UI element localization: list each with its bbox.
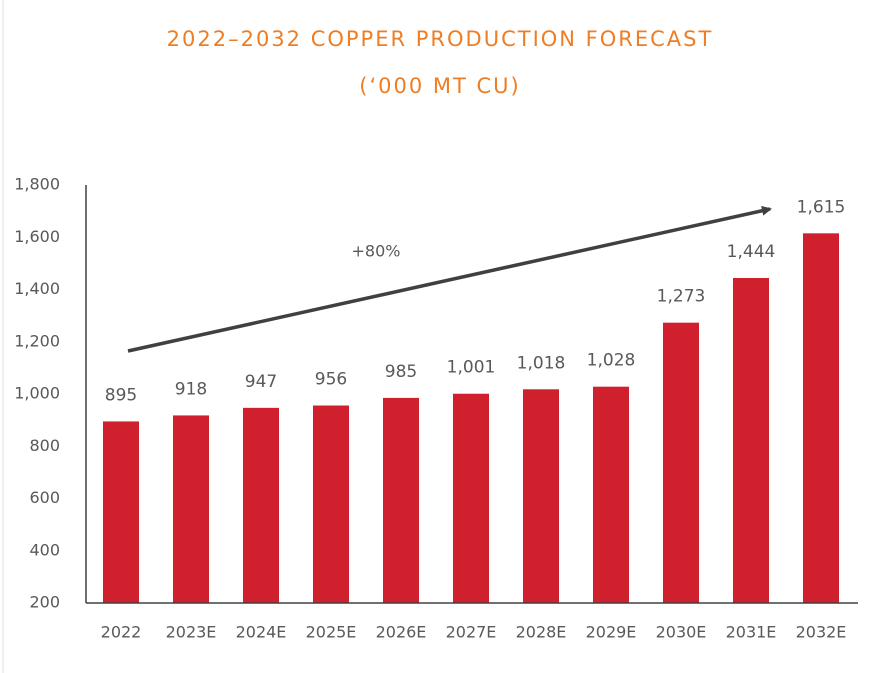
chart-title: 2022–2032 COPPER PRODUCTION FORECAST (167, 27, 714, 51)
x-tick-label: 2027E (446, 623, 497, 642)
y-tick-label: 1,200 (14, 331, 60, 350)
x-tick-label: 2024E (236, 623, 287, 642)
value-label: 1,018 (517, 353, 566, 373)
value-label: 895 (105, 385, 137, 405)
x-tick-label: 2030E (656, 623, 707, 642)
x-tick-label: 2025E (306, 623, 357, 642)
x-tick-label: 2026E (376, 623, 427, 642)
y-tick-label: 1,000 (14, 384, 60, 403)
y-tick-label: 1,400 (14, 279, 60, 298)
x-tick-label: 2028E (516, 623, 567, 642)
y-tick-label: 1,600 (14, 227, 60, 246)
bar (453, 393, 489, 603)
bar (313, 405, 349, 603)
x-tick-label: 2031E (726, 623, 777, 642)
value-label: 956 (315, 369, 347, 389)
value-label: 1,273 (657, 287, 706, 307)
x-tick-label: 2023E (166, 623, 217, 642)
y-tick-label: 800 (29, 436, 60, 455)
y-tick-label: 1,800 (14, 175, 60, 194)
bar (173, 415, 209, 603)
x-tick-label: 2022 (101, 623, 142, 642)
chart-subtitle: (‘000 MT CU) (359, 74, 520, 98)
value-label: 918 (175, 379, 207, 399)
value-label: 947 (245, 372, 277, 392)
bar (803, 233, 839, 604)
value-label: 1,615 (797, 197, 846, 217)
bar (103, 421, 139, 603)
bar (523, 389, 559, 603)
trend-arrow (127, 205, 772, 353)
bar (243, 407, 279, 603)
x-tick-label: 2029E (586, 623, 637, 642)
bar (663, 322, 699, 603)
value-label: 1,028 (587, 351, 636, 371)
x-tick-label: 2032E (796, 623, 847, 642)
value-label: 1,001 (447, 358, 496, 378)
annotation: +80% (352, 242, 401, 261)
y-tick-label: 200 (29, 593, 60, 612)
y-tick-label: 600 (29, 488, 60, 507)
y-tick-label: 400 (29, 540, 60, 559)
bar (383, 397, 419, 603)
bar (733, 278, 769, 603)
value-label: 985 (385, 362, 417, 382)
bar (593, 386, 629, 603)
value-label: 1,444 (727, 242, 776, 262)
